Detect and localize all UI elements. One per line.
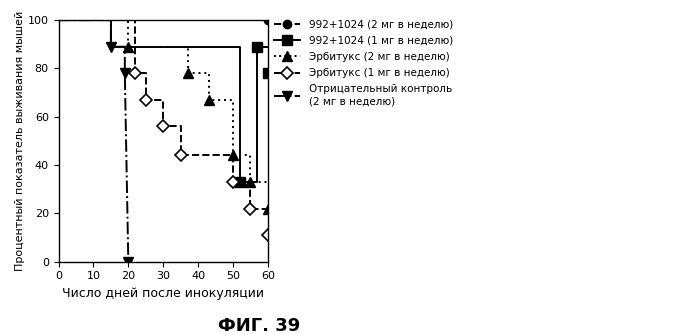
Legend: 992+1024 (2 мг в неделю), 992+1024 (1 мг в неделю), Эрбитукс (2 мг в неделю), Эр: 992+1024 (2 мг в неделю), 992+1024 (1 мг… (270, 15, 457, 110)
Text: ФИГ. 39: ФИГ. 39 (217, 317, 300, 335)
Y-axis label: Процентный показатель выживания мышей: Процентный показатель выживания мышей (15, 11, 25, 271)
X-axis label: Число дней после инокуляции: Число дней после инокуляции (62, 287, 264, 300)
